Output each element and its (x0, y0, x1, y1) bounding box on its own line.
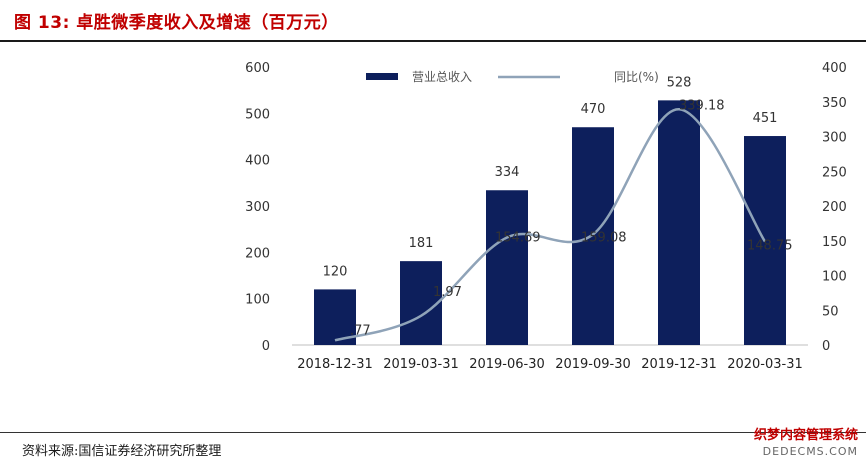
growth-line (334, 108, 767, 342)
chart-axes: 0 100 200 300 400 500 600 0 50 100 150 200 250 300 350… (245, 61, 847, 372)
bar-value-label: 120 (323, 264, 348, 279)
watermark: 织梦内容管理系统 DEDECMS.COM (754, 428, 858, 460)
y-right-tick-label: 300 (822, 131, 847, 146)
x-tick-label: 2018-12-31 (297, 357, 373, 372)
y-left-tick-label: 300 (245, 200, 270, 215)
legend-line-label: 同比(%) (614, 70, 659, 84)
line-value-label: 148.75 (747, 239, 793, 254)
title-bar: 图 13: 卓胜微季度收入及增速（百万元） (0, 0, 866, 42)
source-note: 资料来源:国信证券经济研究所整理 (22, 444, 222, 459)
legend-bar-label: 营业总收入 (412, 70, 472, 84)
bar-value-label: 528 (667, 75, 692, 90)
y-right-tick-label: 150 (822, 235, 847, 250)
y-left-tick-label: 400 (245, 154, 270, 169)
line-value-label: 1.97 (433, 285, 462, 300)
line-value-label: .77 (350, 323, 371, 338)
y-left-tick-label: 200 (245, 246, 270, 261)
bar-value-label: 181 (409, 236, 434, 251)
bar (400, 261, 442, 345)
x-tick-label: 2020-03-31 (727, 357, 803, 372)
line-value-label: 159.08 (581, 230, 627, 245)
bar-series (314, 100, 786, 345)
bar (572, 127, 614, 345)
watermark-line-1: 织梦内容管理系统 (753, 428, 858, 443)
bar (658, 100, 700, 345)
y-left-tick-label: 600 (245, 61, 270, 76)
x-tick-label: 2019-09-30 (555, 357, 631, 372)
watermark-line-2: DEDECMS.COM (762, 445, 858, 458)
revenue-growth-chart: 0 100 200 300 400 500 600 0 50 100 150 200 250 300 350… (245, 61, 847, 372)
footer-divider (0, 432, 866, 433)
bar (314, 289, 356, 345)
data-labels: 120 181 334 470 528 451 .77 1.97 154.69 159.08 339… (323, 75, 793, 338)
bar-value-label: 470 (581, 102, 606, 117)
line-value-label: 154.69 (495, 230, 541, 245)
bar-value-label: 451 (753, 111, 778, 126)
y-right-tick-label: 350 (822, 96, 847, 111)
y-right-tick-label: 250 (822, 165, 847, 180)
y-right-tick-label: 0 (822, 339, 830, 354)
y-right-tick-label: 50 (822, 304, 839, 319)
page-title: 图 13: 卓胜微季度收入及增速（百万元） (14, 13, 339, 33)
y-right-tick-label: 400 (822, 61, 847, 76)
bar-value-label: 334 (495, 165, 520, 180)
line-series (334, 108, 767, 342)
y-left-tick-label: 100 (245, 293, 270, 308)
x-tick-label: 2019-03-31 (383, 357, 459, 372)
y-left-tick-label: 0 (262, 339, 270, 354)
chart-legend: 营业总收入 同比(%) (366, 70, 659, 84)
y-left-tick-label: 500 (245, 107, 270, 122)
y-right-tick-label: 100 (822, 270, 847, 285)
x-tick-label: 2019-12-31 (641, 357, 717, 372)
legend-bar-swatch (366, 73, 398, 80)
x-tick-label: 2019-06-30 (469, 357, 545, 372)
y-right-tick-label: 200 (822, 200, 847, 215)
line-value-label: 339.18 (679, 98, 725, 113)
bar (486, 190, 528, 345)
